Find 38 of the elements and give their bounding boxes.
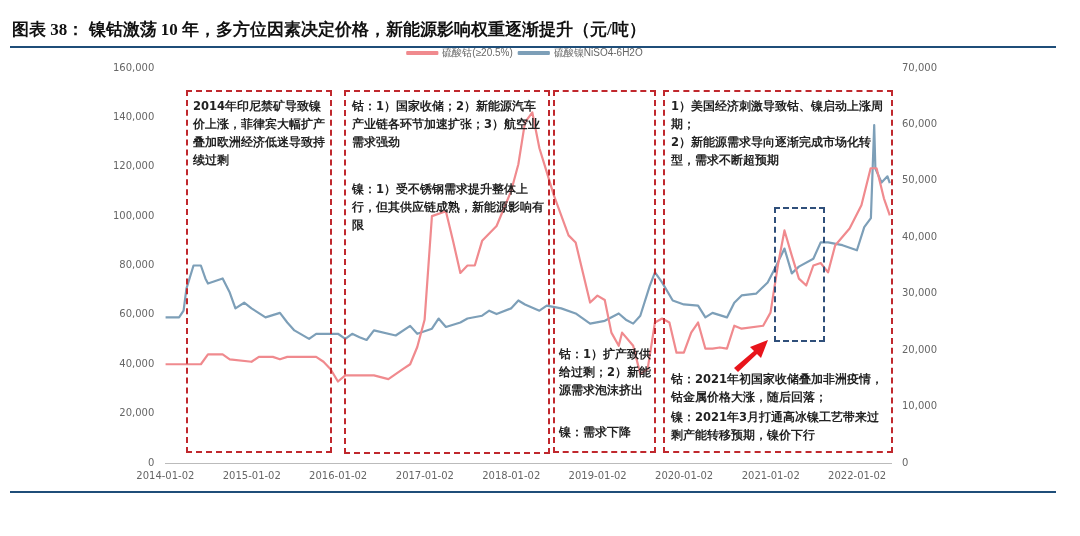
y-tick-label: 80,000	[119, 259, 155, 271]
x-tick-label: 2015-01-02	[222, 469, 281, 481]
annotation: 1）美国经济刺激导致钴、镍启动上涨周期；	[671, 98, 884, 133]
y-tick-label: 160,000	[112, 61, 155, 73]
legend-label: 硫酸钴(≥20.5%)	[442, 46, 513, 58]
annotation: 镍：需求下降	[559, 424, 632, 441]
x-tick-label: 2016-01-02	[309, 469, 368, 481]
y-tick-label: 20,000	[119, 407, 155, 419]
y-tick-label: 100,000	[112, 209, 155, 221]
annotation: 2）新能源需求导向逐渐完成市场化转型，需求不断超预期	[671, 134, 872, 169]
y2-tick-label: 0	[902, 456, 909, 468]
y-tick-label: 40,000	[119, 357, 155, 369]
y-tick-label: 120,000	[112, 160, 155, 172]
y-tick-label: 60,000	[119, 308, 155, 320]
y2-tick-label: 30,000	[902, 287, 938, 299]
x-tick-label: 2021-01-02	[741, 469, 800, 481]
y2-tick-label: 60,000	[902, 118, 938, 130]
y2-tick-label: 40,000	[902, 230, 938, 242]
x-tick-label: 2022-01-02	[828, 469, 887, 481]
y-tick-label: 140,000	[112, 110, 155, 122]
y2-tick-label: 70,000	[902, 61, 938, 73]
x-tick-label: 2018-01-02	[482, 469, 541, 481]
annotation: 钴：1）扩产致供给过剩；2）新能源需求泡沫挤出	[559, 346, 652, 399]
annotation: 钴：2021年初国家收储叠加非洲疫情，钴金属价格大涨，随后回落；	[671, 371, 884, 406]
legend-label: 硫酸镍NiSO4-6H2O	[553, 46, 643, 58]
chart-title: 图表 38： 镍钴激荡 10 年，多方位因素决定价格，新能源影响权重逐渐提升（元/吨）	[12, 19, 646, 41]
annotation: 钴：1）国家收储；2）新能源汽车产业链各环节加速扩张；3）航空业需求强劲	[352, 98, 541, 151]
annotation: 镍：1）受不锈钢需求提升整体上行，但其供应链成熟，新能源影响有限	[352, 181, 544, 234]
y2-tick-label: 20,000	[902, 343, 938, 355]
annotation: 2014年印尼禁矿导致镍价上涨，菲律宾大幅扩产叠加欧洲经济低迷导致持续过剩	[193, 98, 325, 169]
x-tick-label: 2014-01-02	[136, 469, 195, 481]
annotation: 镍：2021年3月打通高冰镍工艺带来过剩产能转移预期，镍价下行	[671, 409, 880, 444]
y2-tick-label: 10,000	[902, 400, 938, 412]
x-tick-label: 2019-01-02	[568, 469, 627, 481]
y-tick-label: 0	[147, 456, 155, 468]
x-tick-label: 2017-01-02	[395, 469, 454, 481]
x-tick-label: 2020-01-02	[655, 469, 714, 481]
y2-tick-label: 50,000	[902, 174, 938, 186]
